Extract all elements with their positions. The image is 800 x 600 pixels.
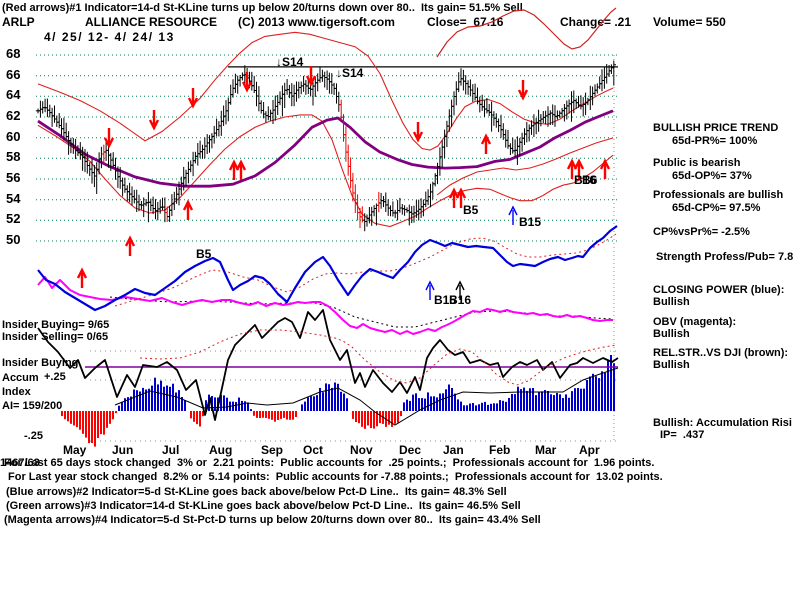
left-label: +.25 xyxy=(44,371,66,383)
y-axis-label: 54 xyxy=(6,191,21,206)
y-axis-label: 66 xyxy=(6,67,21,82)
panel-line: Bullish xyxy=(653,296,690,308)
y-axis-label: 56 xyxy=(6,170,21,185)
left-label: Insider Buying= 9/65 xyxy=(2,319,110,331)
svg-text:B5: B5 xyxy=(196,247,212,261)
svg-text:↓S14: ↓S14 xyxy=(336,66,364,80)
panel-line: OBV (magenta): xyxy=(653,316,737,328)
legend-line: (Green arrows)#3 Indicator=14-d St-KLine… xyxy=(6,500,521,512)
ticker-symbol: ARLP xyxy=(2,15,35,29)
legend-line: (Magenta arrows)#4 Indicator=5-d St-Pct-… xyxy=(4,514,541,526)
y-axis-label: 52 xyxy=(6,211,21,226)
svg-text:B5: B5 xyxy=(463,203,479,217)
y-axis-label: 60 xyxy=(6,129,21,144)
header-signal-line: (Red arrows)#1 Indicator=14-d St-KLine t… xyxy=(2,2,523,14)
month-label: Jan xyxy=(443,443,464,457)
panel-line: BULLISH PRICE TREND xyxy=(653,122,779,134)
month-label: Sep xyxy=(261,443,284,457)
month-label: Jun xyxy=(112,443,134,457)
left-label: Accum xyxy=(2,372,39,384)
svg-text:B15: B15 xyxy=(434,293,456,307)
close-value: Close= 67.16 xyxy=(427,15,504,29)
left-label: Insider Buying xyxy=(2,357,79,369)
month-label: May xyxy=(63,443,87,457)
copyright-text: (C) 2013 www.tigersoft.com xyxy=(238,15,395,29)
y-axis-label: 50 xyxy=(6,232,21,247)
y-axis-label: 58 xyxy=(6,149,21,164)
company-name: ALLIANCE RESOURCE xyxy=(85,15,218,29)
svg-text:B6: B6 xyxy=(582,173,598,187)
left-label: Index xyxy=(2,386,31,398)
panel-line: Bullish: Accumulation Risi xyxy=(653,417,792,429)
date-range: 4/ 25/ 12- 4/ 24/ 13 xyxy=(44,30,175,44)
panel-line: Bullish xyxy=(653,328,690,340)
month-label: Aug xyxy=(209,443,233,457)
month-label: Apr xyxy=(579,443,600,457)
panel-line: CP%vsPr%= -2.5% xyxy=(653,226,750,238)
month-label: Jul xyxy=(162,443,180,457)
left-label: Insider Selling= 0/65 xyxy=(2,331,109,343)
panel-line: Bullish xyxy=(653,359,690,371)
y-axis-label: 68 xyxy=(6,46,21,61)
month-label: Dec xyxy=(399,443,422,457)
svg-text:B16: B16 xyxy=(574,173,596,187)
panel-line: CLOSING POWER (blue): xyxy=(653,284,785,296)
panel-line: 65d-CP%= 97.5% xyxy=(672,202,761,214)
volume-value: Volume= 550 xyxy=(653,15,726,29)
panel-line: IP= .437 xyxy=(660,429,705,441)
panel-line: Public is bearish xyxy=(653,157,741,169)
panel-line: Professionals are bullish xyxy=(653,189,784,201)
change-value: Change= .21 xyxy=(560,15,632,29)
panel-line: Strength Profess/Pub= 7.8 xyxy=(656,251,794,263)
month-label: Mar xyxy=(535,443,557,457)
legend-line: (Blue arrows)#2 Indicator=5-d St-KLine g… xyxy=(6,486,507,498)
month-label: Nov xyxy=(350,443,373,457)
y-axis-label: 64 xyxy=(6,87,21,102)
svg-text:B15: B15 xyxy=(519,215,541,229)
panel-line: REL.STR..VS DJI (brown): xyxy=(653,347,789,359)
left-label: AI= 159/200 xyxy=(2,400,63,412)
panel-line: 65d-OP%= 37% xyxy=(672,170,752,182)
svg-text:B16: B16 xyxy=(449,293,471,307)
y-axis-label: 62 xyxy=(6,108,21,123)
svg-text:↓S14: ↓S14 xyxy=(276,55,304,69)
legend-line: For Last year stock changed 8.2% or 5.14… xyxy=(8,471,663,483)
month-label: Oct xyxy=(303,443,324,457)
overlap-artifact-text: 1467/63 xyxy=(0,457,40,469)
panel-line: 65d-PR%= 100% xyxy=(672,135,758,147)
legend-line: For Last 65 days stock changed 3% or 2.2… xyxy=(4,457,655,469)
left-label: -.25 xyxy=(24,430,43,442)
month-label: Feb xyxy=(489,443,511,457)
